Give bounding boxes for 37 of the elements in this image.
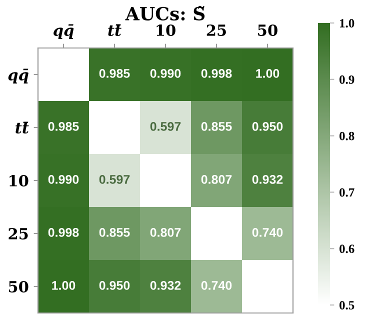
x-tick-label: 50	[258, 24, 278, 36]
data-label: 1.00	[52, 281, 76, 290]
data-label: 0.950	[99, 281, 130, 290]
data-label: 0.932	[150, 281, 181, 290]
y-tick-label: 50	[8, 280, 28, 293]
color-bar-label: 0.5	[340, 301, 354, 310]
color-bar-label: 1.0	[340, 19, 354, 28]
x-tick-label: tt̄	[108, 24, 122, 36]
data-label: 0.597	[150, 122, 181, 131]
y-tick-label: tt̄	[16, 122, 29, 134]
data-label: 0.998	[201, 69, 232, 78]
color-bar-label: 0.6	[340, 244, 354, 254]
color-bar-label: 0.9	[340, 75, 354, 84]
x-tick-label: qq̄	[54, 24, 74, 39]
y-tick-label: qq̄	[8, 68, 28, 84]
data-label: 0.807	[150, 228, 181, 237]
data-label: 0.740	[201, 281, 232, 290]
data-label: 0.855	[201, 122, 232, 131]
y-tick-label: 25	[8, 228, 28, 240]
data-label: 0.985	[48, 122, 79, 131]
data-label: 0.740	[252, 228, 283, 237]
x-tick-label: 25	[206, 24, 226, 36]
x-tick-label: 10	[156, 24, 176, 36]
color-bar-label: 0.7	[340, 188, 354, 197]
color-bar-label: 0.8	[340, 132, 354, 140]
data-label: 0.950	[252, 122, 283, 131]
data-label: 0.597	[99, 175, 130, 184]
chart-title: AUCs: S̃	[125, 6, 205, 20]
data-label: 0.998	[48, 228, 79, 237]
data-label: 1.00	[256, 69, 280, 78]
data-label: 0.990	[150, 69, 181, 78]
data-label: 0.807	[201, 175, 232, 184]
data-label: 0.990	[48, 175, 79, 184]
y-tick-label: 10	[10, 174, 28, 187]
data-label: 0.932	[252, 175, 283, 184]
data-label: 0.855	[99, 228, 130, 237]
data-label: 0.985	[99, 69, 130, 78]
